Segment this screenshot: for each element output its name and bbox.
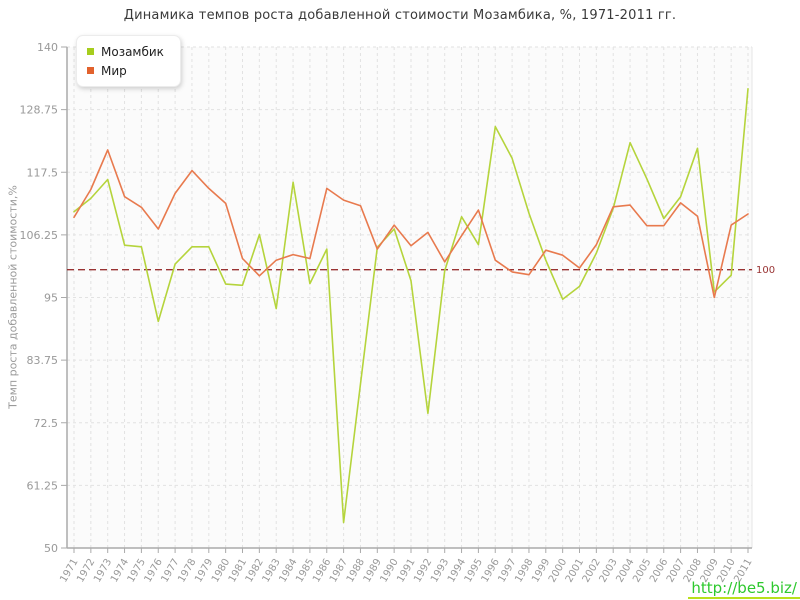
y-tick-label: 128.75 bbox=[20, 104, 59, 117]
mozambique-series-swatch-icon bbox=[87, 48, 94, 55]
chart-title: Динамика темпов роста добавленной стоимо… bbox=[123, 8, 677, 23]
y-tick-label: 140 bbox=[37, 41, 58, 54]
y-tick-label: 83.75 bbox=[27, 354, 59, 367]
legend-label-mozambique: Мозамбик bbox=[101, 44, 164, 59]
y-axis-title: Темп роста добавленной стоимости,% bbox=[6, 185, 20, 409]
series-line-mozambique bbox=[73, 88, 749, 524]
world-series-swatch-icon bbox=[87, 67, 94, 74]
legend-item-world[interactable]: Мир bbox=[87, 61, 164, 80]
y-tick-label: 95 bbox=[44, 292, 58, 305]
y-tick-label: 50 bbox=[44, 542, 58, 555]
reference-line-label: 100 bbox=[756, 265, 775, 276]
legend-label-world: Мир bbox=[101, 63, 127, 78]
y-tick-label: 61.25 bbox=[27, 479, 59, 492]
series-line-world bbox=[73, 149, 749, 299]
legend: Мозамбик Мир bbox=[76, 35, 181, 87]
y-tick-label: 106.25 bbox=[20, 229, 59, 242]
y-tick-label: 72.5 bbox=[34, 417, 59, 430]
legend-item-mozambique[interactable]: Мозамбик bbox=[87, 42, 164, 61]
watermark-link[interactable]: http://be5.biz/ bbox=[688, 579, 800, 599]
y-tick-label: 117.5 bbox=[27, 166, 59, 179]
